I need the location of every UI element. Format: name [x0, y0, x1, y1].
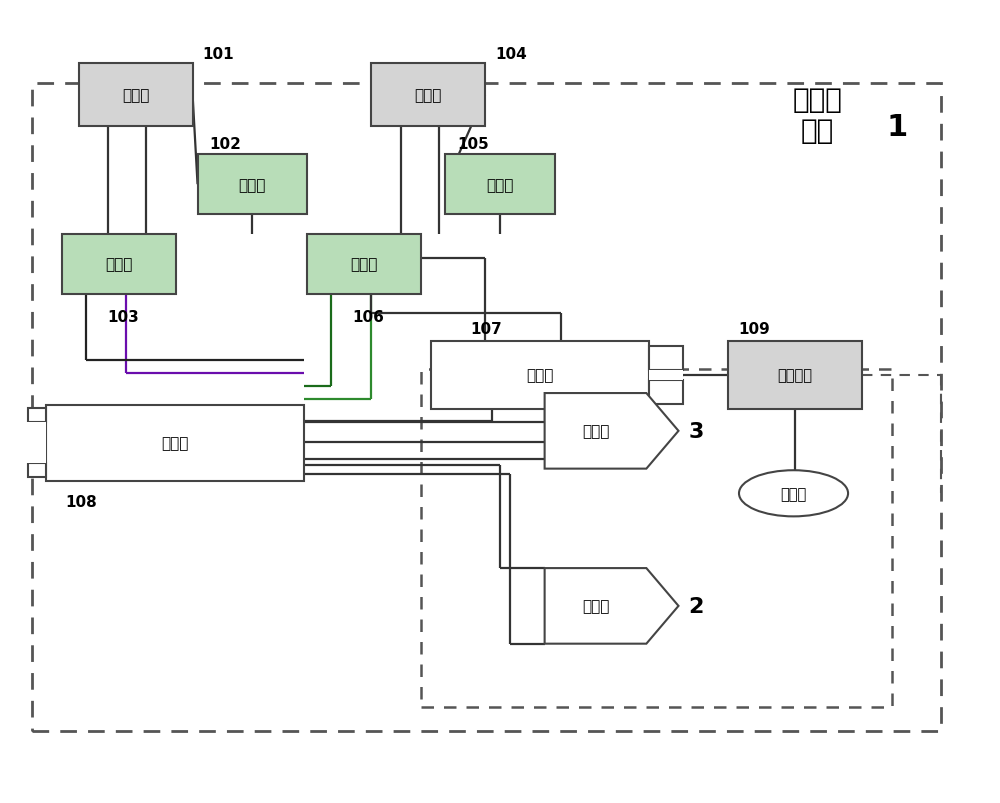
Bar	[649, 371, 683, 381]
Text: 109: 109	[738, 322, 770, 337]
Bar	[28, 409, 46, 423]
Text: 106: 106	[352, 309, 384, 324]
Text: 105: 105	[457, 137, 489, 152]
Text: 集成控: 集成控	[792, 86, 842, 113]
Bar	[371, 63, 485, 128]
Text: 电磁阀: 电磁阀	[486, 177, 514, 193]
Bar	[649, 381, 683, 404]
Text: 102: 102	[209, 137, 241, 152]
Text: 伺服阀: 伺服阀	[414, 88, 442, 103]
Bar	[32, 84, 941, 732]
Text: 3: 3	[688, 422, 704, 442]
Text: 101: 101	[203, 47, 234, 62]
Bar	[649, 347, 683, 371]
Bar	[421, 369, 892, 707]
Text: 1: 1	[886, 113, 907, 142]
Text: 103: 103	[107, 309, 139, 324]
Bar	[198, 155, 307, 214]
Polygon shape	[545, 569, 679, 644]
Bar	[28, 463, 46, 478]
Text: 回中杆: 回中杆	[780, 486, 807, 501]
Bar	[79, 63, 193, 128]
Text: 旁通阀: 旁通阀	[350, 257, 377, 272]
Text: 伺服阀: 伺服阀	[122, 88, 149, 103]
Text: 104: 104	[495, 47, 527, 62]
Text: 旁通阀: 旁通阀	[105, 257, 132, 272]
Text: 2: 2	[688, 596, 704, 616]
Bar	[728, 342, 862, 410]
Text: 回中阀: 回中阀	[526, 369, 553, 383]
Polygon shape	[545, 393, 679, 469]
Bar	[445, 155, 555, 214]
Text: 107: 107	[470, 322, 502, 337]
Bar	[431, 342, 649, 410]
Bar	[62, 234, 176, 294]
Text: 制阀: 制阀	[801, 117, 834, 145]
Bar	[46, 406, 304, 481]
Text: 108: 108	[66, 495, 97, 509]
Ellipse shape	[739, 471, 848, 516]
Text: 电磁阀: 电磁阀	[238, 177, 266, 193]
Text: 作动筒: 作动筒	[582, 599, 609, 613]
Text: 作动筒: 作动筒	[582, 424, 609, 438]
Text: 回中机构: 回中机构	[778, 369, 813, 383]
Bar	[26, 423, 46, 463]
Text: 转换阀: 转换阀	[161, 436, 188, 450]
Bar	[307, 234, 421, 294]
